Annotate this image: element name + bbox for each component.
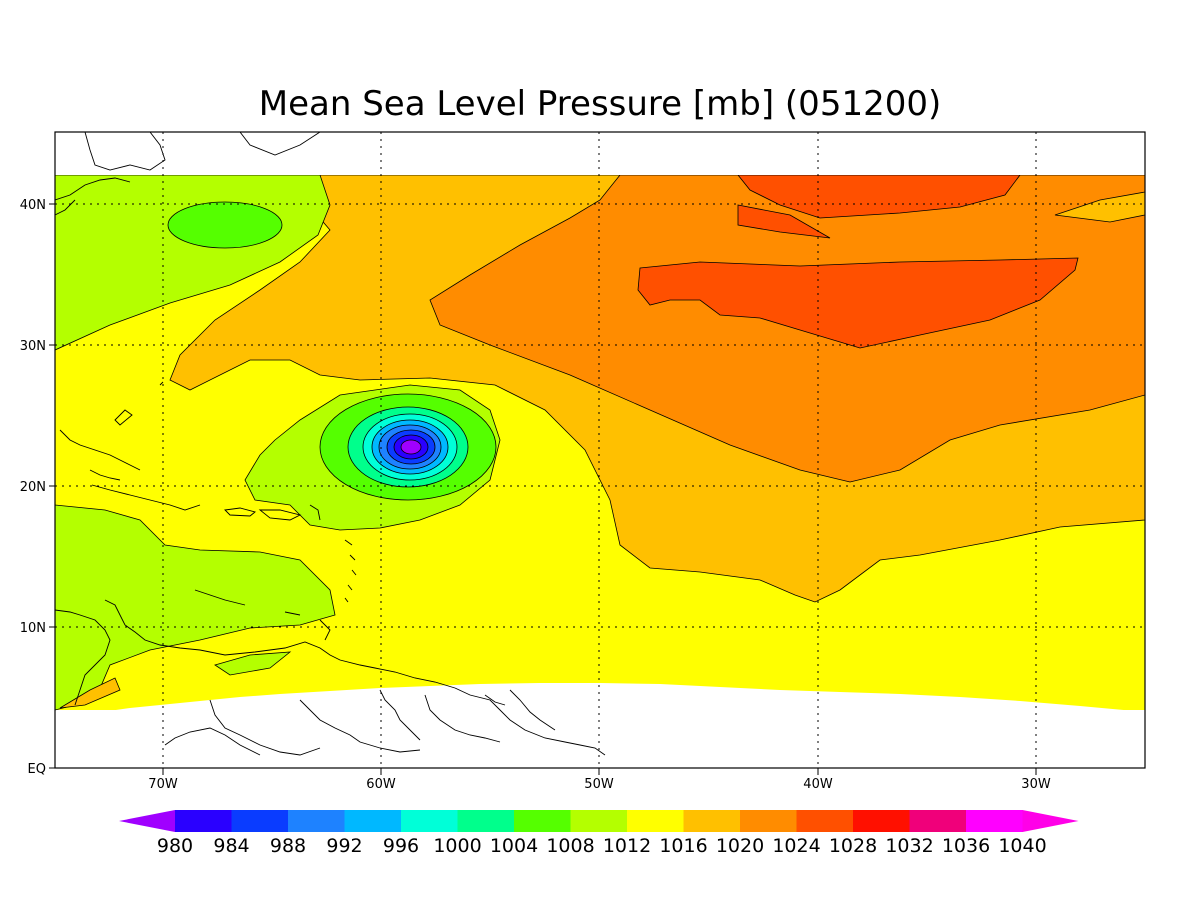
contour-1016-southwest: [59, 677, 121, 709]
colorbar-label: 1036: [942, 835, 990, 857]
lon-tick-label: 50W: [584, 777, 614, 792]
colorbar-box: [231, 810, 289, 832]
colorbar-box: [401, 810, 458, 832]
colorbar-box: [175, 810, 232, 832]
lon-axis: 70W 60W 50W 40W 30W: [148, 768, 1051, 792]
colorbar: 980 984 988 992 996 1000 1004 1008 1012 1016 1020 1…: [119, 810, 1079, 857]
lon-tick-label: 60W: [366, 777, 396, 792]
colorbar-label: 1032: [885, 835, 933, 857]
coastlines: [55, 132, 606, 756]
contour-1008-low: [167, 201, 283, 249]
colorbar-label: 1020: [716, 835, 764, 857]
colorbar-box: [966, 810, 1023, 832]
colorbar-box: [514, 810, 571, 832]
lat-lon-grid: [55, 132, 1145, 768]
colorbar-box: [853, 810, 910, 832]
colorbar-box: [457, 810, 515, 832]
lat-tick-label: EQ: [28, 762, 46, 777]
colorbar-label: 980: [157, 835, 193, 857]
pressure-field: [55, 132, 1145, 768]
colorbar-arrow-high: [1022, 810, 1079, 832]
nodata-mask-south: [55, 683, 1145, 768]
contour-1028-central: [637, 257, 1079, 349]
lat-tick-label: 40N: [20, 198, 46, 213]
colorbar-box: [796, 810, 854, 832]
colorbar-label: 1024: [772, 835, 820, 857]
hurricane-ring-980: [400, 439, 422, 455]
contour-1028-northwest: [737, 204, 831, 239]
lon-tick-label: 70W: [148, 777, 178, 792]
lon-tick-label: 30W: [1021, 777, 1051, 792]
colorbar-box: [627, 810, 684, 832]
colorbar-label: 1040: [998, 835, 1046, 857]
colorbar-label: 1016: [659, 835, 707, 857]
colorbar-box: [909, 810, 967, 832]
contour-1028-north: [737, 174, 1021, 219]
nodata-mask-north: [55, 132, 1145, 175]
colorbar-label: 1008: [546, 835, 594, 857]
colorbar-arrow-low: [119, 810, 175, 832]
colorbar-box: [683, 810, 741, 832]
lat-axis: EQ 10N 20N 30N 40N: [20, 198, 55, 777]
lat-tick-label: 30N: [20, 339, 46, 354]
lon-tick-label: 40W: [803, 777, 833, 792]
colorbar-label: 1000: [433, 835, 481, 857]
lat-tick-label: 20N: [20, 480, 46, 495]
lat-tick-label: 10N: [20, 621, 46, 636]
contour-1020-east: [1054, 191, 1145, 223]
colorbar-label: 1012: [603, 835, 651, 857]
colorbar-box: [570, 810, 628, 832]
colorbar-label: 1028: [829, 835, 877, 857]
colorbar-label: 984: [213, 835, 249, 857]
colorbar-label: 1004: [490, 835, 538, 857]
colorbar-box: [288, 810, 345, 832]
colorbar-label: 992: [326, 835, 362, 857]
contour-1024: [429, 174, 1145, 483]
contour-1012-south: [214, 651, 292, 676]
map-frame: [54, 131, 1146, 769]
colorbar-box: [344, 810, 402, 832]
colorbar-label: 996: [383, 835, 419, 857]
map-title: Mean Sea Level Pressure [mb] (051200): [259, 84, 942, 124]
colorbar-box: [740, 810, 797, 832]
colorbar-label: 988: [270, 835, 306, 857]
contour-1012-caribbean: [55, 504, 336, 711]
